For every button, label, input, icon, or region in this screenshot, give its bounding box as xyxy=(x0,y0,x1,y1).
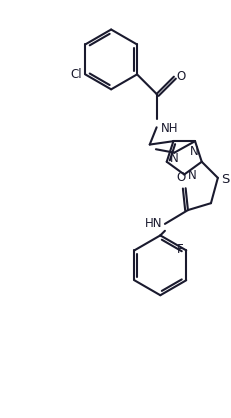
Text: O: O xyxy=(175,171,184,184)
Text: O: O xyxy=(176,70,185,83)
Text: F: F xyxy=(176,243,183,256)
Text: S: S xyxy=(220,173,229,186)
Text: NH: NH xyxy=(160,122,177,135)
Text: HN: HN xyxy=(144,217,161,230)
Text: N: N xyxy=(170,153,178,166)
Text: Cl: Cl xyxy=(70,68,82,81)
Text: N: N xyxy=(187,169,196,182)
Text: N: N xyxy=(189,145,198,158)
